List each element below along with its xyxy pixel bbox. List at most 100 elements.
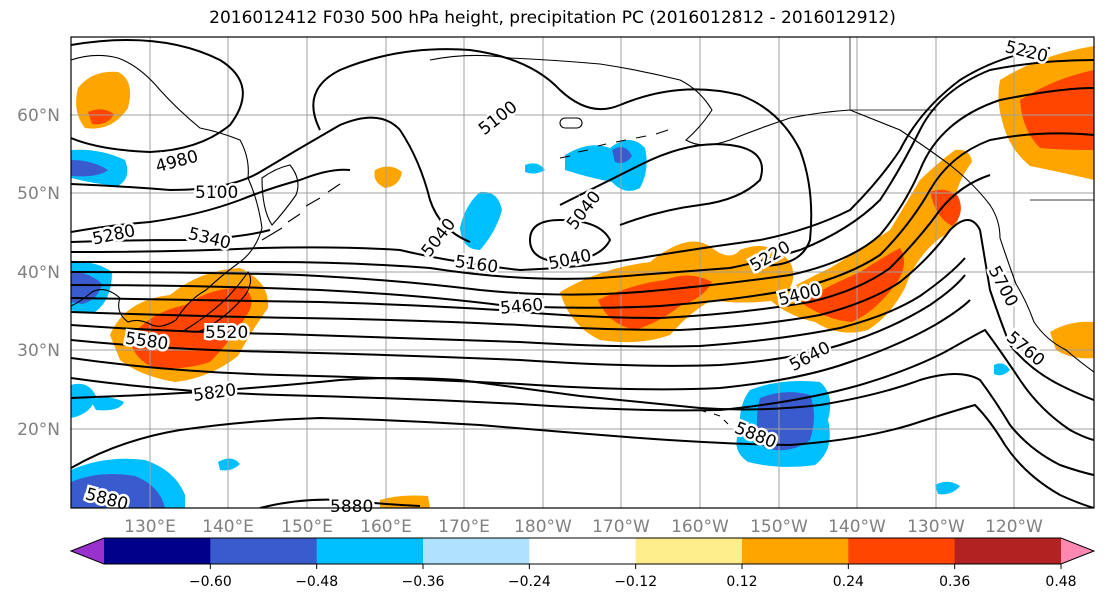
colorbar-bin [316,538,424,564]
colorbar-tick-label: −0.60 [189,574,232,590]
contour-5220 [71,59,1094,280]
precip-positive-field [770,149,972,333]
lat-label: 30°N [17,341,60,361]
colorbar-extend-low [71,538,104,564]
precip-negative-core [612,147,632,164]
lat-label: 60°N [17,106,60,126]
contour-label: 5040 [547,246,593,275]
lon-label: 120°W [985,517,1043,537]
colorbar: −0.60 −0.48 −0.36 −0.24 −0.12 0.12 0.24 0.36 0.4… [69,537,1096,590]
precip-negative-core [71,160,108,177]
contour-label: 5820 [192,380,238,406]
contour-5460 [71,174,991,320]
kuril-islands [261,183,341,241]
kamchatka-coastline [261,164,299,226]
lon-label: 140°W [828,517,886,537]
contour-label: 5100 [195,183,238,203]
contour-5400 [71,132,1094,309]
contour-5820 [71,373,1094,476]
contour-label: 5880 [330,497,373,517]
contour-label: 5040 [563,187,605,233]
contour-label: 5520 [205,323,248,343]
lon-label: 130°E [124,517,176,537]
colorbar-extend-high [1061,538,1094,564]
lon-label: 180°W [514,517,572,537]
colorbar-bin [848,538,956,564]
contour-5280b [71,87,1094,296]
precip-negative-field [994,363,1010,376]
precip-positive-core [88,109,114,125]
precip-positive-field [374,166,402,188]
lon-label: 170°W [592,517,650,537]
colorbar-tick-label: −0.36 [402,574,445,590]
contour-5520 [71,219,1094,401]
japan-coastline [183,271,252,333]
lon-label: 150°W [750,517,808,537]
lon-label: 170°E [438,517,490,537]
precip-positive-field [1050,321,1094,359]
map-title: 2016012412 F030 500 hPa height, precipit… [209,8,896,28]
precip-negative-core [71,272,102,304]
colorbar-tick-label: 0.48 [1045,574,1076,590]
contour-5040-alaska [559,143,763,226]
colorbar-bin [742,538,849,564]
canada-boundary [849,37,1094,201]
lon-label: 160°W [671,517,729,537]
latitude-labels: 60°N 50°N 40°N 30°N 20°N [17,106,60,440]
precip-negative-field [565,140,647,191]
contour-5100-north [312,48,621,131]
height-contours [71,39,1094,508]
colorbar-tick-label: −0.24 [508,574,551,590]
contour-5880-south [259,498,421,508]
alaska-lake [559,117,583,129]
colorbar-tick-label: 0.12 [726,574,757,590]
lat-label: 20°N [17,420,60,440]
north-america-coastline [999,237,1094,373]
precip-positive-core [930,189,961,226]
contour-5100-west [71,116,471,243]
precip-positive-core [1020,70,1094,150]
lon-label: 130°W [907,517,965,537]
precip-negative-field [525,163,545,174]
colorbar-bin [635,538,743,564]
lat-label: 40°N [17,263,60,283]
precip-negative-field [218,458,240,471]
colorbar-bin [210,538,318,564]
map-frame [70,36,1095,509]
colorbar-tick-label: −0.12 [614,574,657,590]
precip-negative-field [71,383,96,418]
contour-label: 5460 [499,295,544,319]
colorbar-tick-label: 0.24 [833,574,864,590]
precip-negative-core [71,474,165,508]
precip-negative-field [90,397,124,411]
longitude-labels: 130°E 140°E 150°E 160°E 170°E 180°W 170°… [124,517,1043,537]
precip-positive-core [598,275,712,330]
lat-label: 50°N [17,184,60,204]
hawaii-islands [699,409,729,425]
colorbar-bin [104,538,211,564]
colorbar-bin [954,538,1062,564]
contour-5220-north [619,88,813,267]
contour-5700 [71,299,971,391]
colorbar-bin [529,538,637,564]
contour-5640 [71,274,966,367]
contour-5580 [71,257,966,348]
contour-label: 5160 [454,252,500,278]
contour-label: 5220 [1003,37,1050,67]
precip-positive-core [800,248,904,322]
contour-label: 5040 [418,215,460,261]
colorbar-tick-label: −0.48 [295,574,338,590]
contour-5760 [71,328,1094,441]
lon-label: 140°E [202,517,254,537]
colorbar-outline [69,537,1096,565]
precip-negative-field [460,191,502,250]
lon-label: 160°E [360,517,412,537]
aleutian-islands [559,129,669,159]
precip-negative-field [935,481,960,495]
contour-5880 [71,403,1094,508]
contour-5340 [71,229,271,243]
contour-5160 [71,47,1051,272]
contour-label: 5280 [91,221,137,250]
contour-5280 [71,168,351,233]
